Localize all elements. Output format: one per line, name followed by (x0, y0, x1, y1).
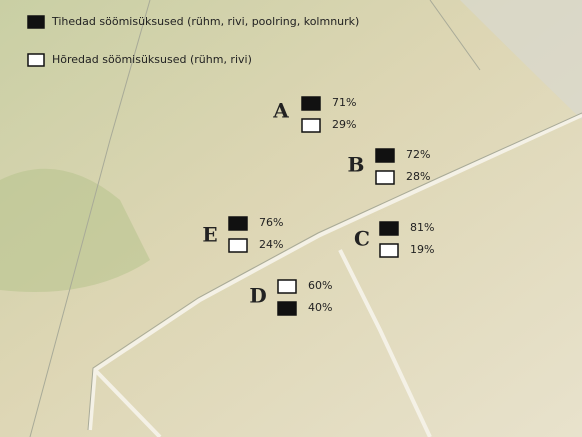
sparse-percent: 29% (332, 118, 356, 131)
sparse-box (301, 118, 321, 133)
dense-percent: 71% (332, 96, 356, 109)
sparse-box (228, 238, 248, 253)
sparse-percent: 19% (410, 243, 434, 256)
roads (88, 113, 582, 437)
field-area (460, 0, 582, 120)
sparse-box (379, 243, 399, 258)
legend-swatch (27, 53, 45, 67)
site-letter: A (272, 99, 289, 123)
sparse-percent: 24% (259, 238, 283, 251)
road-edges (29, 0, 582, 437)
sparse-percent: 60% (308, 279, 332, 292)
dense-box (277, 301, 297, 316)
legend-label: Hõredad söömisüksused (rühm, rivi) (52, 53, 252, 66)
forest-area (0, 168, 150, 292)
dense-box (301, 96, 321, 111)
sites: A 71% 29% B 72% 28% E 76% 24% C 81% 19% D 60% 40% (202, 96, 434, 316)
sparse-box (375, 170, 395, 185)
dense-percent: 76% (259, 216, 283, 229)
sparse-percent: 28% (406, 170, 430, 183)
dense-percent: 81% (410, 221, 434, 234)
sparse-box (277, 279, 297, 294)
dense-percent: 72% (406, 148, 430, 161)
legend-label: Tihedad söömisüksused (rühm, rivi, poolr… (51, 15, 359, 28)
legend-swatch (27, 15, 45, 29)
dense-percent: 40% (308, 301, 332, 314)
dense-box (379, 221, 399, 236)
dense-box (375, 148, 395, 163)
site-letter: E (202, 223, 217, 247)
dense-box (228, 216, 248, 231)
site-letter: C (354, 227, 370, 251)
site-letter: D (249, 284, 266, 308)
site-letter: B (348, 153, 365, 177)
legend: Tihedad söömisüksused (rühm, rivi, poolr… (27, 15, 359, 67)
